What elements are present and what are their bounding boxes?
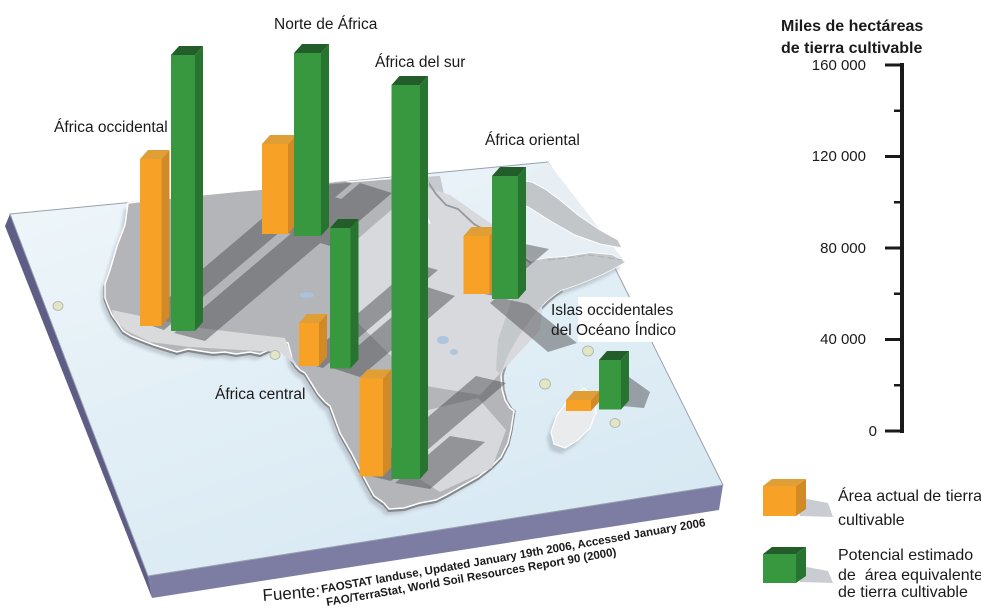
svg-text:cultivable: cultivable xyxy=(838,512,905,529)
svg-text:0: 0 xyxy=(869,423,877,440)
svg-text:África central: África central xyxy=(215,386,305,403)
svg-text:África del sur: África del sur xyxy=(375,54,465,71)
svg-text:África occidental: África occidental xyxy=(54,119,168,136)
svg-text:40 000: 40 000 xyxy=(820,331,866,348)
svg-text:Potencial estimado: Potencial estimado xyxy=(838,547,973,564)
svg-text:120 000: 120 000 xyxy=(812,148,866,165)
svg-text:160 000: 160 000 xyxy=(812,57,866,74)
svg-text:Norte de África: Norte de África xyxy=(274,16,378,33)
svg-text:África oriental: África oriental xyxy=(485,132,580,149)
svg-text:Miles de hectáreas: Miles de hectáreas xyxy=(781,18,923,35)
svg-text:Fuente:: Fuente: xyxy=(262,582,321,605)
svg-text:de tierra cultivable: de tierra cultivable xyxy=(838,584,968,601)
svg-text:Área actual de tierra: Área actual de tierra xyxy=(838,486,981,505)
svg-text:Islas occidentales: Islas occidentales xyxy=(551,302,674,319)
svg-text:de tierra cultivable: de tierra cultivable xyxy=(781,40,922,57)
svg-text:del Océano Índico: del Océano Índico xyxy=(551,322,676,339)
svg-text:80 000: 80 000 xyxy=(820,240,866,257)
svg-text:de área equivalente: de área equivalente xyxy=(838,567,981,584)
